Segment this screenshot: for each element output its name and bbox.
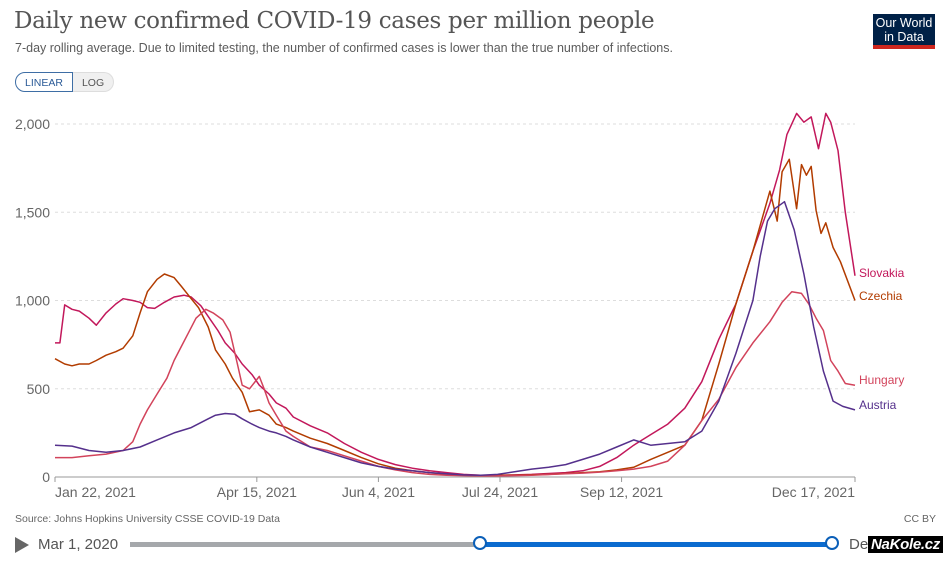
series-line-slovakia[interactable]: [55, 112, 856, 476]
y-axis: 0 500 1,000 1,500 2,000: [15, 116, 50, 485]
series-lines: [54, 112, 856, 477]
timeline-start-label: Mar 1, 2020: [38, 536, 119, 553]
linear-scale-button[interactable]: LINEAR: [15, 72, 73, 92]
timeline-selected-range[interactable]: [480, 542, 832, 547]
scale-toggle: LINEAR LOG: [15, 72, 115, 92]
owid-logo[interactable]: Our World in Data: [873, 14, 935, 48]
log-scale-button[interactable]: LOG: [72, 72, 115, 92]
play-icon[interactable]: [15, 537, 29, 553]
x-tick-label: Jun 4, 2021: [342, 484, 415, 500]
series-label-czechia[interactable]: Czechia: [859, 289, 903, 303]
gridlines: [55, 123, 855, 390]
timeline-end-handle[interactable]: [825, 536, 839, 550]
timeline-start-handle[interactable]: [473, 536, 488, 550]
logo-accent-bar: [873, 45, 935, 49]
chart-subtitle: 7-day rolling average. Due to limited te…: [15, 41, 673, 55]
chart-title: Daily new confirmed COVID-19 cases per m…: [14, 8, 655, 34]
watermark: NaKole.cz: [868, 536, 943, 553]
y-tick-label: 2,000: [15, 116, 50, 132]
series-line-austria[interactable]: [54, 200, 856, 476]
logo-line2: in Data: [884, 30, 924, 44]
logo-line1: Our World: [875, 16, 933, 30]
x-tick-label: Sep 12, 2021: [580, 484, 664, 500]
license-link[interactable]: CC BY: [903, 513, 936, 525]
x-tick-label: Jul 24, 2021: [462, 484, 538, 500]
series-line-czechia[interactable]: [54, 158, 856, 477]
series-labels: Slovakia Czechia Hungary Austria: [859, 266, 905, 412]
y-tick-label: 500: [27, 381, 51, 397]
line-chart: 0 500 1,000 1,500 2,000 Jan 22, 2021 Apr 15, …: [15, 112, 905, 500]
source-note[interactable]: Source: Johns Hopkins University CSSE CO…: [15, 513, 280, 525]
y-tick-label: 1,000: [15, 293, 50, 309]
y-tick-label: 0: [42, 469, 50, 485]
series-line-hungary[interactable]: [55, 290, 856, 477]
x-tick-label: Apr 15, 2021: [217, 484, 297, 500]
series-label-slovakia[interactable]: Slovakia: [859, 266, 905, 280]
x-tick-label: Dec 17, 2021: [772, 484, 855, 500]
x-tick-label: Jan 22, 2021: [55, 484, 136, 500]
series-label-hungary[interactable]: Hungary: [859, 373, 904, 387]
series-label-austria[interactable]: Austria: [859, 398, 897, 412]
y-tick-label: 1,500: [15, 204, 50, 220]
x-axis: Jan 22, 2021 Apr 15, 2021 Jun 4, 2021 Jul 2…: [54, 476, 856, 500]
